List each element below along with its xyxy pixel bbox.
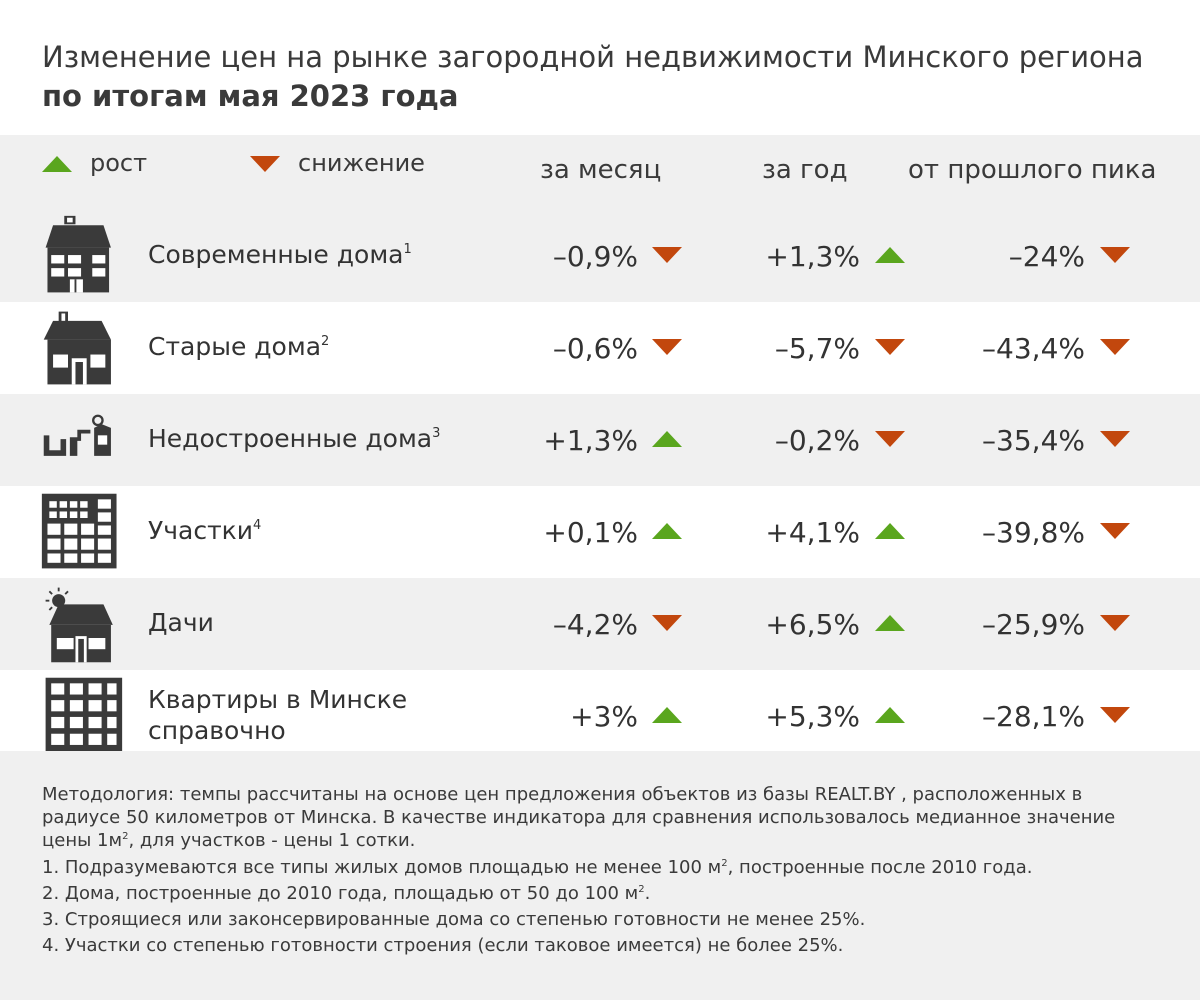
modern-house-icon [45, 215, 111, 293]
up-triangle-icon [875, 523, 905, 539]
down-triangle-icon [1100, 615, 1130, 631]
value-cell: +1,3% [543, 424, 638, 457]
row-footnote-ref: 4 [252, 518, 262, 533]
value-cell: –43,4% [982, 332, 1085, 365]
footnote-2: 2. Дома, построенные до 2010 года, площа… [42, 883, 651, 904]
land-plot-icon [41, 493, 117, 569]
footnote-3: 3. Строящиеся или законсервированные дом… [42, 909, 866, 930]
up-triangle-icon [652, 431, 682, 447]
value-cell: –35,4% [982, 424, 1085, 457]
row-label-text: Квартиры в Минске [148, 685, 408, 714]
down-triangle-icon [1100, 431, 1130, 447]
apartment-building-icon [45, 677, 123, 753]
footnote-1: 1. Подразумеваются все типы жилых домов … [42, 857, 1033, 878]
down-triangle-icon [875, 431, 905, 447]
down-triangle-icon [652, 247, 682, 263]
value-cell: –0,6% [552, 332, 638, 365]
table-row: Дачи –4,2% +6,5% –25,9% [0, 578, 1200, 670]
up-triangle-icon [42, 156, 72, 172]
row-label-text: Дачи [148, 608, 214, 637]
value-cell: –28,1% [982, 700, 1085, 733]
down-triangle-icon [652, 339, 682, 355]
row-footnote-ref: 1 [403, 242, 412, 257]
footer-notes: Методология: темпы рассчитаны на основе … [0, 751, 1200, 1000]
down-triangle-icon [1100, 339, 1130, 355]
up-triangle-icon [875, 615, 905, 631]
value-cell: +4,1% [765, 516, 860, 549]
value-cell: +0,1% [543, 516, 638, 549]
up-triangle-icon [652, 707, 682, 723]
row-label: Дачи [148, 607, 214, 638]
row-label-secondary: справочно [148, 716, 286, 745]
dacha-icon [45, 587, 113, 663]
row-label: Участки4 [148, 515, 261, 546]
value-cell: –5,7% [774, 332, 860, 365]
table-row: Участки4 +0,1% +4,1% –39,8% [0, 486, 1200, 578]
table-row: Современные дома1 –0,9% +1,3% –24% [0, 210, 1200, 302]
row-label-text: Недостроенные дома [148, 424, 433, 453]
row-footnote-ref: 2 [321, 334, 330, 349]
value-cell: –0,9% [552, 240, 638, 273]
value-cell: –24% [1008, 240, 1085, 273]
down-triangle-icon [652, 615, 682, 631]
value-cell: –4,2% [552, 608, 638, 641]
row-label-text: Современные дома [148, 240, 404, 269]
row-label-text: Старые дома [148, 332, 322, 361]
row-label-text: Участки [148, 516, 253, 545]
legend-up-label: рост [90, 149, 148, 177]
down-triangle-icon [1100, 247, 1130, 263]
down-triangle-icon [1100, 707, 1130, 723]
unfinished-house-icon [43, 414, 111, 456]
column-header-peak: от прошлого пика [908, 155, 1157, 185]
up-triangle-icon [875, 707, 905, 723]
up-triangle-icon [652, 523, 682, 539]
value-cell: +3% [570, 700, 638, 733]
row-label: Современные дома1 [148, 239, 412, 270]
down-triangle-icon [875, 339, 905, 355]
methodology-text: Методология: темпы рассчитаны на основе … [42, 784, 1116, 851]
down-triangle-icon [1100, 523, 1130, 539]
header: Изменение цен на рынке загородной недвиж… [0, 0, 1200, 135]
up-triangle-icon [875, 247, 905, 263]
old-house-icon [43, 311, 111, 385]
down-triangle-icon [250, 156, 280, 172]
legend-and-column-headers: рост снижение за месяц за год от прошлог… [0, 135, 1200, 210]
value-cell: –25,9% [982, 608, 1085, 641]
table-row: Старые дома2 –0,6% –5,7% –43,4% [0, 302, 1200, 394]
table-row: Недостроенные дома3 +1,3% –0,2% –35,4% [0, 394, 1200, 486]
column-header-year: за год [762, 155, 848, 185]
value-cell: +5,3% [765, 700, 860, 733]
legend-down-label: снижение [298, 149, 425, 177]
row-label: Квартиры в Минске справочно [148, 684, 407, 746]
chart-subtitle: по итогам мая 2023 года [42, 79, 459, 113]
value-cell: +1,3% [765, 240, 860, 273]
footnote-4: 4. Участки со степенью готовности строен… [42, 935, 844, 956]
row-label: Старые дома2 [148, 331, 329, 362]
value-cell: –0,2% [774, 424, 860, 457]
column-header-month: за месяц [540, 155, 662, 185]
value-cell: –39,8% [982, 516, 1085, 549]
table-row: Квартиры в Минске справочно +3% +5,3% –28,1% [0, 670, 1200, 762]
row-label: Недостроенные дома3 [148, 423, 440, 454]
value-cell: +6,5% [765, 608, 860, 641]
row-footnote-ref: 3 [432, 426, 441, 441]
chart-title: Изменение цен на рынке загородной недвиж… [42, 40, 1144, 74]
